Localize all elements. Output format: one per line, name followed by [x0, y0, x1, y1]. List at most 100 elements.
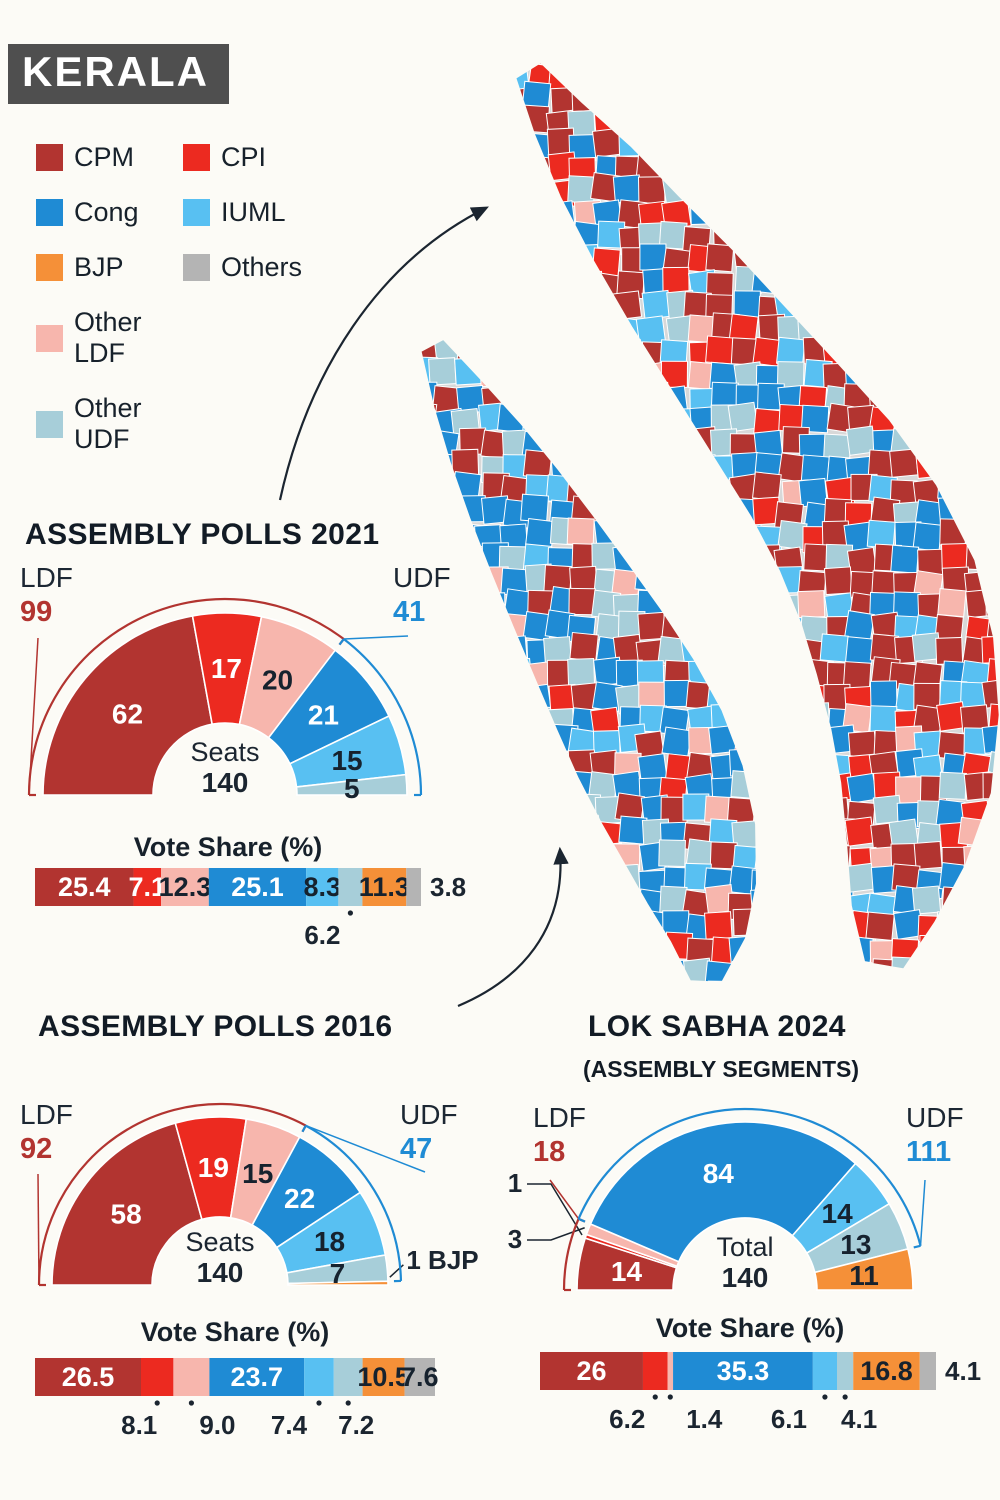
map-cell: [384, 337, 411, 364]
map-cell: [473, 724, 504, 755]
map-cell: [515, 910, 534, 941]
legend-label: Other LDF: [74, 307, 142, 368]
legend-label: Cong: [74, 197, 139, 227]
map-cell: [983, 546, 1000, 575]
map-cell: [797, 751, 823, 777]
map-cell: [661, 172, 693, 204]
map-cell: [574, 337, 603, 365]
group-leader-ldf: [28, 637, 39, 796]
map-cell: [478, 315, 505, 342]
map-cell: [665, 151, 697, 183]
map-cell: [801, 728, 830, 757]
map-cell: [637, 519, 669, 551]
map-cell: [525, 1004, 552, 1031]
map-cell: [868, 981, 895, 1008]
map-cell: [753, 679, 757, 711]
map-cell: [460, 961, 488, 989]
map-cell: [846, 772, 878, 804]
map-cell: [753, 132, 781, 160]
group-leader-ldf: [549, 1179, 580, 1220]
map-cell: [893, 86, 923, 117]
map-cell: [889, 379, 920, 410]
map-cell: [546, 778, 574, 806]
map-cell: [643, 403, 673, 434]
map-cell: [477, 292, 503, 318]
map-cell: [360, 196, 390, 226]
map-cell: [344, 337, 371, 364]
map-cell: [709, 155, 739, 186]
map-cell: [965, 588, 995, 619]
map-cell: [871, 62, 902, 69]
map-cell: [481, 110, 508, 137]
map-cell: [665, 518, 694, 547]
map-cell: [778, 983, 808, 1013]
bar-segment-bjp: [853, 1352, 920, 1390]
map-cell: [549, 867, 580, 899]
map-cell: [981, 64, 1000, 95]
bar-label-cong: 35.3: [717, 1356, 770, 1386]
bar-label-cpi: 6.2: [609, 1404, 645, 1434]
map-cell: [642, 976, 672, 983]
legend-item-bjp: BJP: [36, 252, 183, 283]
map-cell: [568, 957, 598, 970]
map-cell: [384, 173, 412, 201]
map-cell: [844, 62, 876, 67]
map-cell: [363, 959, 391, 987]
map-cell: [635, 382, 667, 414]
map-cell: [796, 818, 824, 846]
map-cell: [894, 315, 924, 345]
map-cell: [963, 108, 991, 137]
donut-seat-label-cong: 22: [284, 1183, 315, 1214]
legend-swatch-cong: [36, 199, 63, 226]
map-cell: [869, 334, 900, 365]
map-cell: [617, 913, 646, 942]
donut-center-caption: Total: [716, 1232, 773, 1262]
map-cell: [662, 499, 692, 530]
map-cell: [420, 518, 441, 547]
map-cell: [590, 887, 619, 916]
map-cell: [364, 364, 392, 392]
map-cell: [774, 221, 804, 251]
map-cell: [362, 177, 389, 204]
map-cell: [420, 452, 436, 483]
map-cell: [984, 933, 1000, 963]
map-cell: [430, 957, 461, 983]
map-cell: [340, 196, 369, 225]
map-cell: [799, 62, 830, 67]
map-cell: [728, 706, 758, 736]
legend-swatch-cpm: [36, 144, 63, 171]
map-cell: [590, 357, 621, 389]
bracket-ldf: [562, 1218, 580, 1291]
map-cell: [480, 822, 509, 851]
map-cell: [451, 1002, 480, 1031]
map-cell: [754, 728, 784, 758]
map-cell: [619, 404, 649, 434]
map-cell: [407, 220, 437, 250]
map-cell: [987, 798, 1000, 830]
map-cell: [683, 156, 711, 184]
bar-segment-cpm: [540, 1352, 643, 1390]
map-cell: [515, 867, 534, 898]
map-cell: [709, 105, 738, 135]
map-cell: [755, 772, 786, 803]
map-cell: [662, 520, 693, 551]
map-cell: [848, 337, 875, 364]
map-cell: [776, 774, 805, 803]
map-cell: [778, 843, 809, 874]
map-cell: [957, 816, 988, 848]
map-cell: [958, 83, 988, 112]
map-cell: [389, 318, 415, 344]
map-cell: [455, 225, 484, 254]
map-cell: [316, 960, 344, 988]
map-cell: [941, 429, 972, 460]
map-cell: [752, 958, 757, 983]
party-legend: CPM CPI Cong IUML BJP Others Other LDF Other UD…: [36, 142, 302, 455]
map-cell: [750, 220, 781, 251]
bracket-ldf: [27, 597, 345, 796]
map-cell: [822, 980, 848, 1006]
map-cell: [521, 936, 551, 966]
map-cell: [780, 87, 811, 119]
map-cell: [730, 65, 758, 94]
map-cell: [345, 243, 374, 272]
map-cell: [983, 983, 1000, 1010]
